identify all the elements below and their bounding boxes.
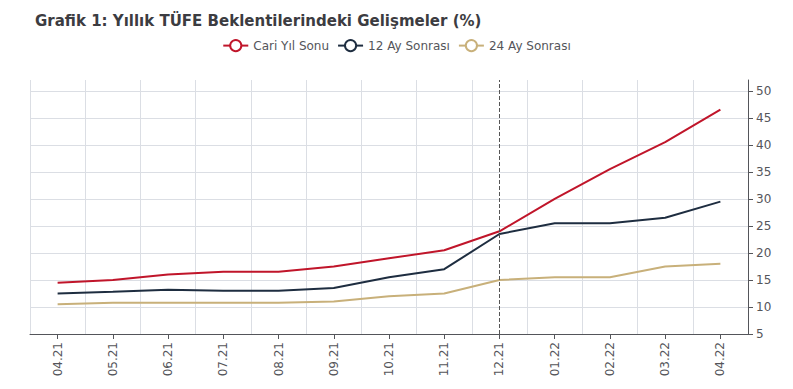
svg-text:45: 45: [756, 111, 771, 125]
svg-text:5: 5: [756, 327, 764, 341]
svg-text:03.22: 03.22: [658, 342, 672, 376]
svg-text:15: 15: [756, 273, 771, 287]
svg-text:04.22: 04.22: [713, 342, 727, 376]
svg-text:40: 40: [756, 138, 771, 152]
svg-text:05.21: 05.21: [106, 342, 120, 376]
svg-text:04.21: 04.21: [51, 342, 65, 376]
svg-text:09.21: 09.21: [327, 342, 341, 376]
svg-text:08.21: 08.21: [272, 342, 286, 376]
svg-text:12.21: 12.21: [492, 342, 506, 376]
svg-text:35: 35: [756, 165, 771, 179]
svg-text:10.21: 10.21: [382, 342, 396, 376]
svg-text:25: 25: [756, 219, 771, 233]
svg-text:07.21: 07.21: [216, 342, 230, 376]
svg-text:12 Ay Sonrası: 12 Ay Sonrası: [368, 39, 450, 53]
svg-text:30: 30: [756, 192, 771, 206]
svg-text:24 Ay Sonrası: 24 Ay Sonrası: [489, 39, 571, 53]
svg-text:Cari Yıl Sonu: Cari Yıl Sonu: [253, 39, 329, 53]
svg-text:Grafik 1: Yıllık TÜFE Beklenti: Grafik 1: Yıllık TÜFE Beklentilerindeki …: [35, 11, 481, 30]
svg-text:02.22: 02.22: [603, 342, 617, 376]
svg-text:50: 50: [756, 84, 771, 98]
svg-text:11.21: 11.21: [437, 342, 451, 376]
svg-text:01.22: 01.22: [548, 342, 562, 376]
svg-text:10: 10: [756, 300, 771, 314]
svg-text:20: 20: [756, 246, 771, 260]
svg-text:06.21: 06.21: [161, 342, 175, 376]
